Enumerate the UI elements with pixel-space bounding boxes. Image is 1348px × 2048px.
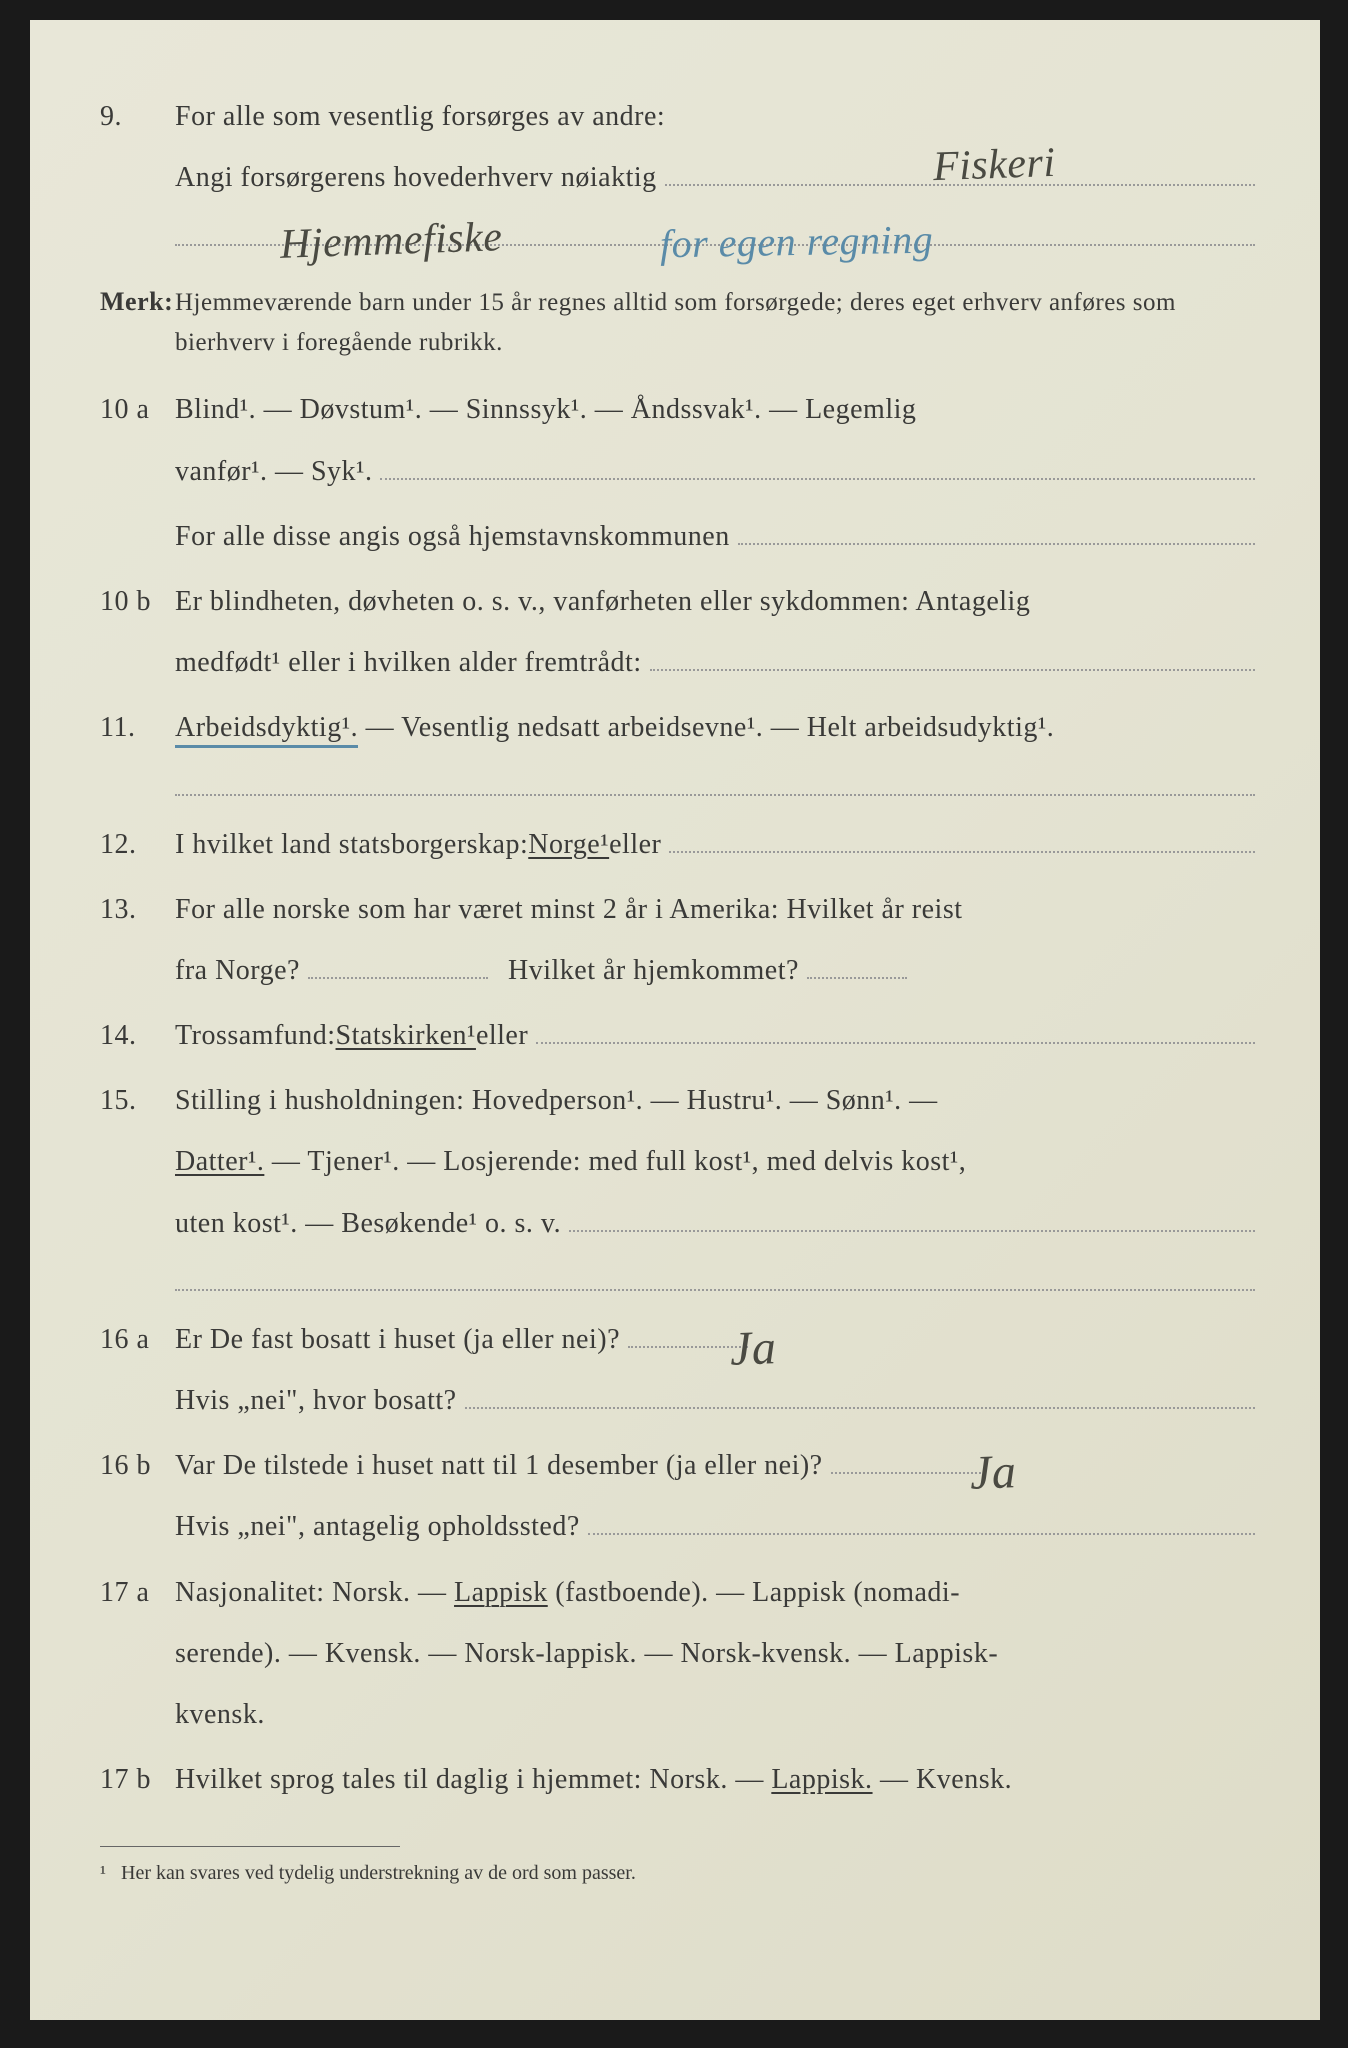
q13-text1: For alle norske som har været minst 2 år…: [175, 883, 1255, 936]
q10a-text3: For alle disse angis også hjemstavnskomm…: [175, 510, 730, 563]
q17b-underlined: Lappisk.: [771, 1764, 872, 1795]
q9-line1: For alle som vesentlig forsørges av andr…: [175, 90, 1255, 143]
q10b-row2: medfødt¹ eller i hvilken alder fremtrådt…: [100, 636, 1255, 689]
q14-number: 14.: [100, 1009, 175, 1062]
q13-number: 13.: [100, 883, 175, 936]
q13-row1: 13. For alle norske som har været minst …: [100, 883, 1255, 936]
q16b-row2: Hvis „nei", antagelig opholdssted?: [100, 1500, 1255, 1553]
q15-underlined: Datter¹.: [175, 1146, 264, 1177]
q12-row: 12. I hvilket land statsborgerskap: Norg…: [100, 818, 1255, 871]
q15-number: 15.: [100, 1074, 175, 1127]
footnote: ¹ Her kan svares ved tydelig understrekn…: [100, 1862, 1255, 1885]
q12-suffix: eller: [609, 818, 661, 871]
footnote-divider: [100, 1846, 400, 1857]
q9-number: 9.: [100, 90, 175, 143]
q14-prefix: Trossamfund:: [175, 1009, 336, 1062]
q17a-text2: serende). — Kvensk. — Norsk-lappisk. — N…: [175, 1627, 1255, 1680]
q9-line2: Angi forsørgerens hovederhverv nøiaktig: [175, 151, 1255, 204]
q17a-text3: kvensk.: [175, 1688, 1255, 1741]
q17a-number: 17 a: [100, 1566, 175, 1619]
q17b-number: 17 b: [100, 1753, 175, 1806]
q16b-text2: Hvis „nei", antagelig opholdssted?: [175, 1500, 580, 1553]
q10a-row3: For alle disse angis også hjemstavnskomm…: [100, 510, 1255, 563]
q13-text2b: Hvilket år hjemkommet?: [508, 944, 799, 997]
q16a-number: 16 a: [100, 1313, 175, 1366]
q16a-row2: Hvis „nei", hvor bosatt?: [100, 1374, 1255, 1427]
q15-text1: Stilling i husholdningen: Hovedperson¹. …: [175, 1074, 1255, 1127]
q10a-text2: vanfør¹. — Syk¹.: [175, 445, 372, 498]
q9-handwritten2: Hjemmefiske: [279, 199, 504, 287]
q10b-text1: Er blindheten, døvheten o. s. v., vanfør…: [175, 575, 1255, 628]
q17a-suffix: (fastboende). — Lappisk (nomadi-: [548, 1577, 960, 1608]
merk-row: Merk: Hjemmeværende barn under 15 år reg…: [100, 277, 1255, 363]
merk-label: Merk:: [100, 277, 175, 326]
footnote-num: ¹: [100, 1862, 106, 1884]
q12-number: 12.: [100, 818, 175, 871]
q12-prefix: I hvilket land statsborgerskap:: [175, 818, 528, 871]
q10a-number: 10 a: [100, 383, 175, 436]
q13-row2: fra Norge? Hvilket år hjemkommet?: [100, 944, 1255, 997]
q17b-prefix: Hvilket sprog tales til daglig i hjemmet…: [175, 1764, 771, 1795]
q10a-row2: vanfør¹. — Syk¹.: [100, 445, 1255, 498]
q16a-row1: 16 a Er De fast bosatt i huset (ja eller…: [100, 1313, 1255, 1366]
q11-number: 11.: [100, 701, 175, 754]
q15-text2: — Tjener¹. — Losjerende: med full kost¹,…: [264, 1146, 966, 1177]
footnote-text: Her kan svares ved tydelig understreknin…: [121, 1862, 636, 1884]
q17b-row: 17 b Hvilket sprog tales til daglig i hj…: [100, 1753, 1255, 1806]
q9-row2: Angi forsørgerens hovederhverv nøiaktig …: [100, 151, 1255, 204]
q10b-row1: 10 b Er blindheten, døvheten o. s. v., v…: [100, 575, 1255, 628]
q15-text3: uten kost¹. — Besøkende¹ o. s. v.: [175, 1197, 561, 1250]
q14-row: 14. Trossamfund: Statskirken¹ eller: [100, 1009, 1255, 1062]
q11-blank: [100, 763, 1255, 803]
q9-row1: 9. For alle som vesentlig forsørges av a…: [100, 90, 1255, 143]
q17a-row3: kvensk.: [100, 1688, 1255, 1741]
q16b-number: 16 b: [100, 1439, 175, 1492]
q10b-text2: medfødt¹ eller i hvilken alder fremtrådt…: [175, 636, 642, 689]
q15-row3: uten kost¹. — Besøkende¹ o. s. v.: [100, 1197, 1255, 1250]
q11-text: — Vesentlig nedsatt arbeidsevne¹. — Helt…: [358, 712, 1054, 743]
q14-suffix: eller: [476, 1009, 528, 1062]
q17b-suffix: — Kvensk.: [873, 1764, 1013, 1795]
q15-blank: [100, 1258, 1255, 1298]
q16a-text2: Hvis „nei", hvor bosatt?: [175, 1374, 457, 1427]
merk-text: Hjemmeværende barn under 15 år regnes al…: [175, 283, 1255, 363]
q17a-row2: serende). — Kvensk. — Norsk-lappisk. — N…: [100, 1627, 1255, 1680]
q9-row3: Hjemmefiske for egen regning: [100, 212, 1255, 262]
q16b-row1: 16 b Var De tilstede i huset natt til 1 …: [100, 1439, 1255, 1492]
q12-underlined: Norge¹: [528, 818, 609, 871]
q11-underlined: Arbeidsdyktig¹.: [175, 712, 358, 748]
q16a-text1: Er De fast bosatt i huset (ja eller nei)…: [175, 1313, 620, 1366]
q16b-text1: Var De tilstede i huset natt til 1 desem…: [175, 1439, 823, 1492]
q15-row1: 15. Stilling i husholdningen: Hovedperso…: [100, 1074, 1255, 1127]
q14-underlined: Statskirken¹: [336, 1009, 476, 1062]
q17a-prefix: Nasjonalitet: Norsk. —: [175, 1577, 454, 1608]
q9-handwritten1: Fiskeri: [931, 124, 1056, 208]
q17a-underlined: Lappisk: [454, 1577, 548, 1608]
q9-handwritten3: for egen regning: [659, 202, 933, 283]
document-page: 9. For alle som vesentlig forsørges av a…: [30, 20, 1320, 2020]
q10a-text1: Blind¹. — Døvstum¹. — Sinnssyk¹. — Åndss…: [175, 383, 1255, 436]
q13-text2a: fra Norge?: [175, 944, 300, 997]
q15-row2: Datter¹. — Tjener¹. — Losjerende: med fu…: [100, 1135, 1255, 1188]
q11-row: 11. Arbeidsdyktig¹. — Vesentlig nedsatt …: [100, 701, 1255, 754]
q10a-row1: 10 a Blind¹. — Døvstum¹. — Sinnssyk¹. — …: [100, 383, 1255, 436]
q10b-number: 10 b: [100, 575, 175, 628]
q17a-row1: 17 a Nasjonalitet: Norsk. — Lappisk (fas…: [100, 1566, 1255, 1619]
